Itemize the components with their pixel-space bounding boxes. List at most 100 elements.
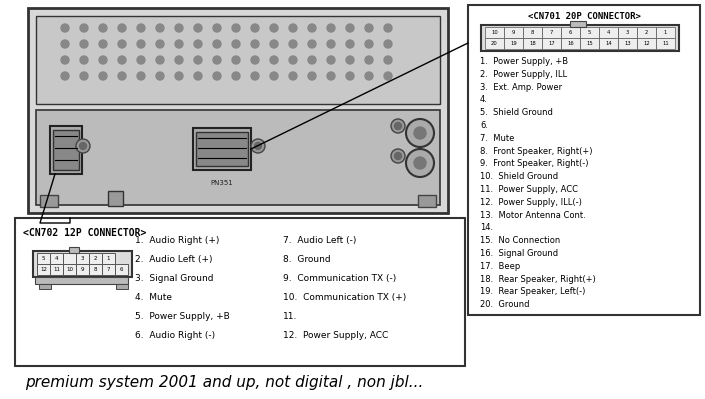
Circle shape (384, 56, 392, 64)
Bar (50, 126, 82, 174)
Text: 5: 5 (42, 256, 45, 261)
Circle shape (365, 72, 373, 80)
Text: 2.  Audio Left (+): 2. Audio Left (+) (135, 255, 212, 264)
Bar (53, 130, 79, 170)
Bar (28, 8, 448, 213)
Circle shape (156, 72, 164, 80)
Text: 12.  Power Supply, ILL(-): 12. Power Supply, ILL(-) (480, 198, 582, 207)
Bar (637, 27, 656, 38)
Bar (63, 264, 76, 275)
Circle shape (213, 56, 221, 64)
Circle shape (327, 40, 335, 48)
Text: 3.  Signal Ground: 3. Signal Ground (135, 274, 214, 283)
Bar (50, 264, 63, 275)
Circle shape (175, 40, 183, 48)
Circle shape (327, 72, 335, 80)
Circle shape (194, 72, 202, 80)
Circle shape (391, 119, 405, 133)
Circle shape (414, 127, 426, 139)
Circle shape (414, 157, 426, 169)
Text: 6.: 6. (480, 121, 488, 130)
Text: 13.  Motor Antenna Cont.: 13. Motor Antenna Cont. (480, 211, 586, 219)
Circle shape (156, 24, 164, 32)
Text: 19: 19 (510, 41, 517, 46)
Circle shape (308, 24, 316, 32)
Circle shape (346, 24, 354, 32)
Text: 4.  Mute: 4. Mute (135, 293, 172, 302)
Bar (485, 38, 504, 49)
Circle shape (346, 40, 354, 48)
Bar (542, 27, 561, 38)
Text: 13: 13 (624, 41, 631, 46)
Bar (599, 38, 618, 49)
Text: 14: 14 (605, 41, 612, 46)
Text: 10.  Shield Ground: 10. Shield Ground (480, 172, 558, 181)
Circle shape (308, 72, 316, 80)
Circle shape (365, 40, 373, 48)
Bar (37, 264, 50, 275)
Text: 1.  Power Supply, +B: 1. Power Supply, +B (480, 57, 568, 66)
Bar (15, 218, 465, 366)
Circle shape (251, 24, 259, 32)
Circle shape (213, 72, 221, 80)
Bar (69, 247, 79, 253)
Circle shape (175, 56, 183, 64)
Circle shape (327, 56, 335, 64)
Text: 10: 10 (66, 267, 73, 272)
Text: 16: 16 (567, 41, 574, 46)
Text: 20.  Ground: 20. Ground (480, 300, 529, 309)
Circle shape (289, 56, 297, 64)
Bar (504, 38, 523, 49)
Circle shape (156, 40, 164, 48)
Text: 5.  Power Supply, +B: 5. Power Supply, +B (135, 312, 230, 321)
Circle shape (232, 40, 240, 48)
Bar (523, 38, 542, 49)
Bar (76, 253, 89, 264)
Text: 4: 4 (55, 256, 59, 261)
Bar (523, 27, 542, 38)
Circle shape (61, 24, 69, 32)
Circle shape (308, 40, 316, 48)
Bar (570, 21, 586, 27)
Circle shape (365, 24, 373, 32)
Text: 17.  Beep: 17. Beep (480, 262, 520, 271)
Text: 8: 8 (94, 267, 97, 272)
Circle shape (61, 56, 69, 64)
Text: 12: 12 (40, 267, 47, 272)
Circle shape (156, 56, 164, 64)
Bar (580, 27, 599, 38)
Text: 11.  Power Supply, ACC: 11. Power Supply, ACC (480, 185, 578, 194)
Text: 9: 9 (512, 30, 515, 35)
Bar (39, 284, 51, 289)
Circle shape (251, 72, 259, 80)
Circle shape (99, 72, 107, 80)
Text: PN351: PN351 (211, 180, 233, 186)
Text: 1: 1 (106, 256, 110, 261)
Bar (50, 253, 63, 264)
Circle shape (61, 40, 69, 48)
Circle shape (137, 56, 145, 64)
Bar (36, 110, 440, 205)
Circle shape (213, 40, 221, 48)
Circle shape (80, 72, 88, 80)
Circle shape (80, 40, 88, 48)
Circle shape (232, 56, 240, 64)
Text: 6: 6 (120, 267, 123, 272)
Text: 2.  Power Supply, ILL: 2. Power Supply, ILL (480, 70, 567, 79)
Circle shape (118, 72, 126, 80)
Circle shape (175, 24, 183, 32)
Text: 12.  Power Supply, ACC: 12. Power Supply, ACC (283, 331, 388, 340)
Circle shape (99, 40, 107, 48)
Circle shape (137, 40, 145, 48)
Circle shape (61, 72, 69, 80)
Circle shape (137, 72, 145, 80)
Text: 5.  Shield Ground: 5. Shield Ground (480, 108, 553, 117)
Circle shape (194, 56, 202, 64)
Bar (116, 284, 128, 289)
Circle shape (365, 56, 373, 64)
Circle shape (194, 24, 202, 32)
Bar (580, 38, 599, 49)
Circle shape (346, 56, 354, 64)
Text: 3: 3 (626, 30, 629, 35)
Bar (656, 27, 675, 38)
